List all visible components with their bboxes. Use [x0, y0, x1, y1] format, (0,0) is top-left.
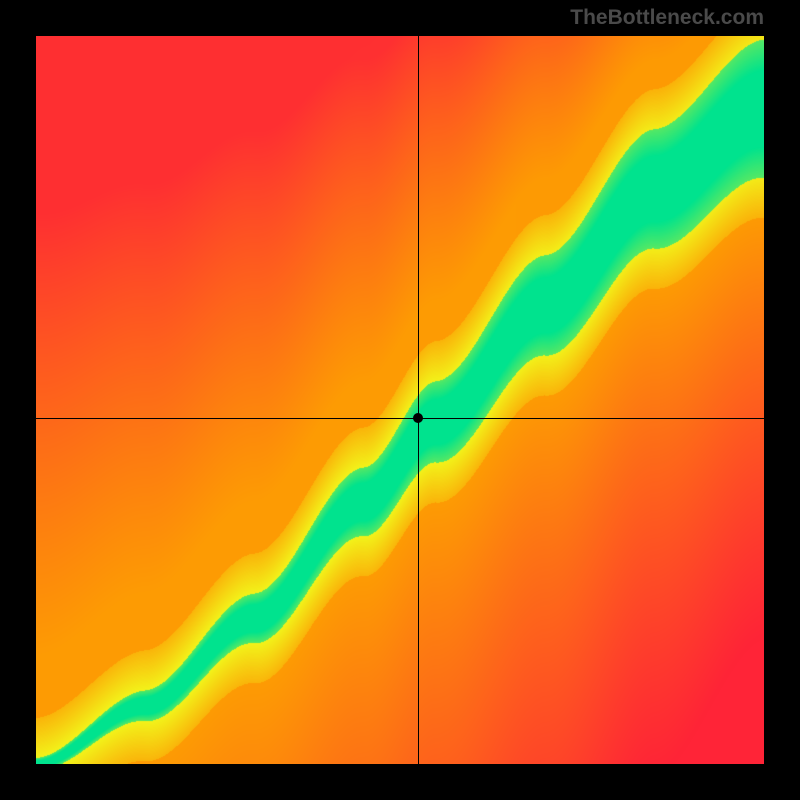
crosshair-horizontal [36, 418, 764, 419]
plot-area [36, 36, 764, 764]
heatmap-canvas [36, 36, 764, 764]
crosshair-vertical [418, 36, 419, 764]
watermark-text: TheBottleneck.com [570, 6, 764, 30]
crosshair-dot [413, 413, 423, 423]
